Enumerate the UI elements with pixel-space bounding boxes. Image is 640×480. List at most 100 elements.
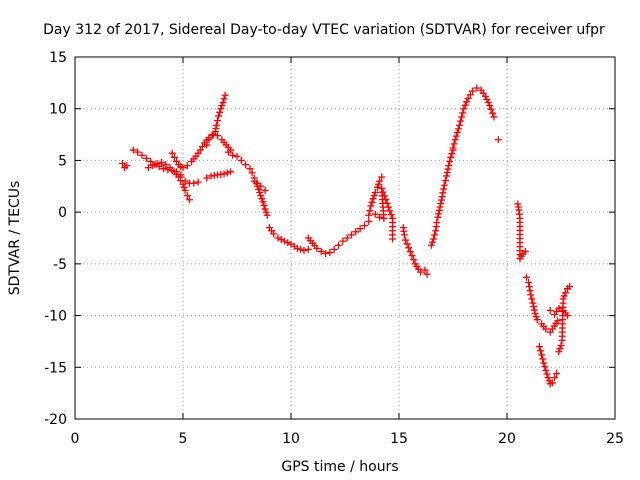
- data-point: [281, 237, 289, 245]
- data-point: [529, 299, 537, 307]
- data-point: [555, 348, 563, 356]
- data-point: [356, 225, 364, 233]
- data-point: [248, 169, 256, 177]
- grid-lines: [75, 57, 615, 419]
- axis-ticks: 0 5 10 15 20 25 15 10 5 0 -5 -10 -15 -20: [44, 50, 624, 447]
- data-point: [447, 153, 455, 161]
- data-point: [539, 355, 547, 363]
- data-point: [144, 164, 152, 172]
- x-tick-label: 0: [71, 431, 80, 447]
- data-point: [386, 207, 394, 215]
- data-point: [444, 165, 452, 173]
- data-point: [196, 146, 204, 154]
- data-point: [181, 177, 189, 185]
- data-point: [387, 211, 395, 219]
- data-point: [257, 182, 265, 190]
- chart-title: Day 312 of 2017, Sidereal Day-to-day VTE…: [43, 22, 605, 38]
- data-point: [242, 161, 250, 169]
- y-tick-label: 15: [49, 50, 67, 66]
- data-point: [181, 186, 189, 194]
- data-point: [417, 268, 425, 276]
- data-point: [494, 136, 502, 144]
- data-point: [335, 241, 343, 249]
- data-point: [258, 195, 266, 203]
- data-point: [183, 192, 191, 200]
- data-point: [367, 202, 375, 210]
- data-point: [374, 180, 382, 188]
- data-point: [343, 234, 351, 242]
- data-point: [521, 247, 529, 255]
- data-point: [423, 270, 431, 278]
- data-point: [554, 317, 562, 325]
- data-point: [559, 295, 567, 303]
- plot-frame: [74, 56, 616, 420]
- data-point: [373, 183, 381, 191]
- data-point: [455, 121, 463, 129]
- data-point: [489, 109, 497, 117]
- data-point: [263, 211, 271, 219]
- data-point: [123, 162, 131, 170]
- data-point: [556, 345, 564, 353]
- data-point: [431, 231, 439, 239]
- data-point: [215, 112, 223, 120]
- data-point: [555, 304, 563, 312]
- data-point: [376, 177, 384, 185]
- data-point: [542, 325, 550, 333]
- data-point: [203, 174, 211, 182]
- data-point: [237, 156, 245, 164]
- data-point: [551, 374, 559, 382]
- data-point: [259, 198, 267, 206]
- data-point: [448, 150, 456, 158]
- data-point: [220, 170, 228, 178]
- data-point: [561, 289, 569, 297]
- data-point: [490, 113, 498, 121]
- data-point: [527, 291, 535, 299]
- data-point: [322, 250, 330, 258]
- data-point: [530, 303, 538, 311]
- x-tick-label: 15: [390, 431, 408, 447]
- data-point: [481, 92, 489, 100]
- y-tick-label: -15: [44, 360, 67, 376]
- data-point: [410, 256, 418, 264]
- data-point: [439, 189, 447, 197]
- data-point: [536, 347, 544, 355]
- x-tick-label: 20: [498, 431, 516, 447]
- x-tick-label: 5: [179, 431, 188, 447]
- data-point: [451, 136, 459, 144]
- data-point: [190, 179, 198, 187]
- data-point: [461, 101, 469, 109]
- data-point: [406, 248, 414, 256]
- data-point: [487, 105, 495, 113]
- y-axis-title: SDTVAR / TECUs: [7, 181, 23, 296]
- data-point: [229, 151, 237, 159]
- data-point: [528, 295, 536, 303]
- data-point: [525, 278, 533, 286]
- data-point: [162, 161, 170, 169]
- data-point: [538, 351, 546, 359]
- data-point: [317, 247, 325, 255]
- data-point: [438, 193, 446, 201]
- data-point: [313, 244, 321, 252]
- data-point: [212, 121, 220, 129]
- data-point: [542, 366, 550, 374]
- data-point: [427, 241, 435, 249]
- data-point: [435, 210, 443, 218]
- data-point: [198, 142, 206, 150]
- data-point: [270, 230, 278, 238]
- data-point: [464, 94, 472, 102]
- data-point: [194, 178, 202, 186]
- data-point: [371, 210, 379, 218]
- data-point: [284, 239, 292, 247]
- data-point: [297, 245, 305, 253]
- data-point: [330, 245, 338, 253]
- data-point: [548, 379, 556, 387]
- data-point: [463, 98, 471, 106]
- data-point: [134, 148, 142, 156]
- data-point: [223, 169, 231, 177]
- data-point: [203, 141, 211, 149]
- x-axis-title: GPS time / hours: [281, 459, 398, 475]
- data-point: [214, 117, 222, 125]
- data-point: [153, 160, 161, 168]
- data-point: [369, 195, 377, 203]
